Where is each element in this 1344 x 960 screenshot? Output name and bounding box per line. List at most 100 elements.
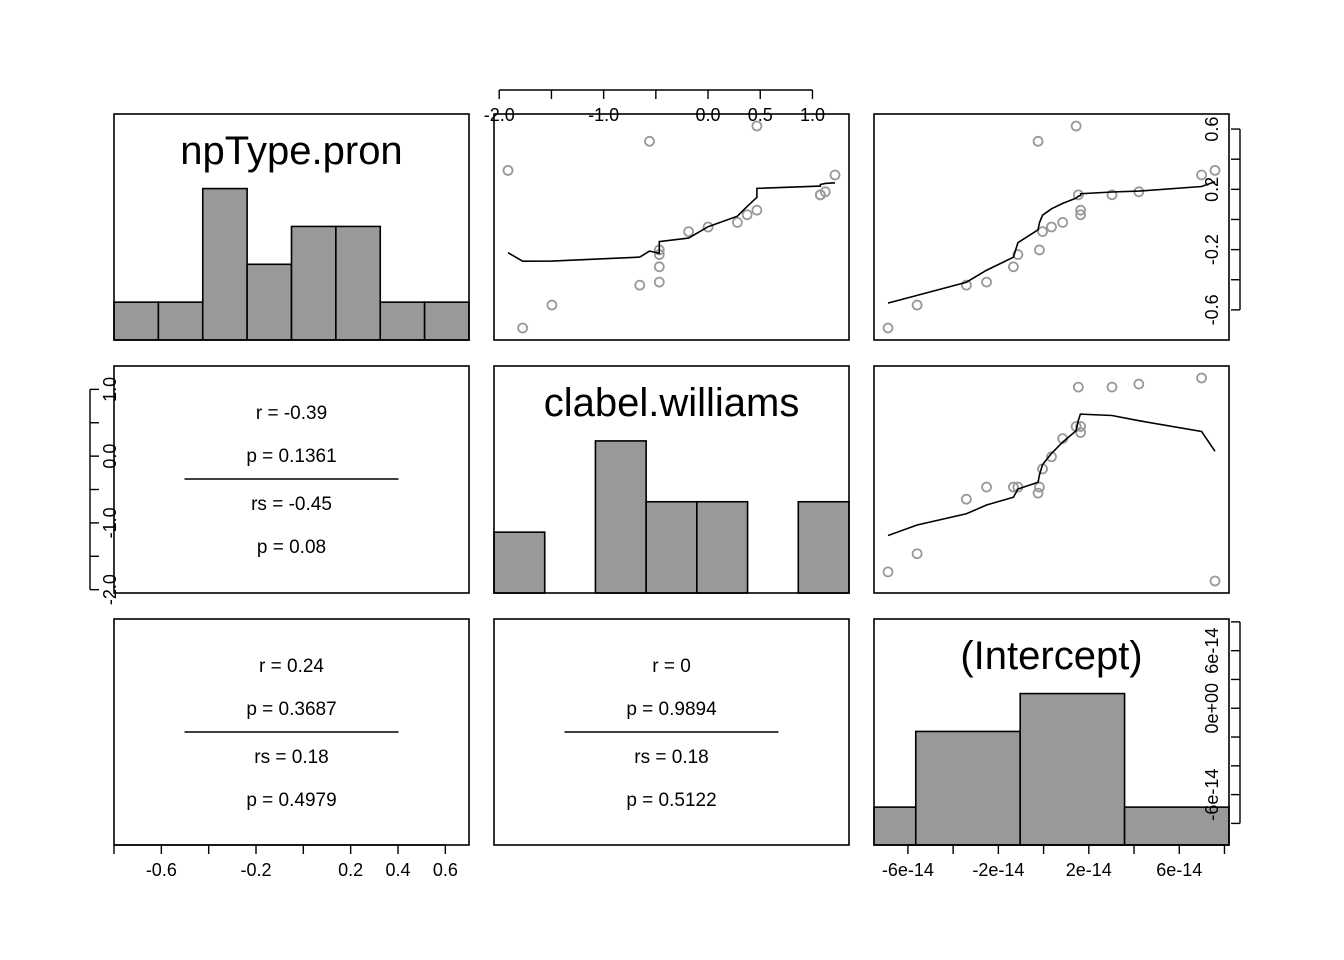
tick-label: 0.0: [696, 105, 721, 125]
diagonal-panel-0: npType.pron: [113, 113, 470, 341]
scatter-point: [1196, 372, 1207, 384]
correlation-panel-2-0: r = 0.24 p = 0.3687 rs = 0.18 p = 0.4979: [113, 618, 470, 846]
scatter-point: [517, 322, 529, 334]
scatter-panel-1-2: [873, 365, 1230, 594]
scatter-point: [1075, 209, 1087, 221]
histogram-bar: [797, 500, 850, 594]
scatter-point: [960, 493, 972, 505]
histogram-bar: [246, 263, 293, 341]
tick-label: 0e+00: [1202, 683, 1222, 734]
scatter-point: [1196, 169, 1207, 181]
scatter-point: [1209, 575, 1221, 587]
histogram-bar: [157, 301, 204, 341]
tick-label: 0.2: [338, 860, 363, 880]
scatter-point: [1032, 487, 1044, 499]
scatter-point: [741, 209, 753, 221]
variable-name: clabel.williams: [544, 381, 800, 425]
tick-label: -1.0: [100, 507, 120, 538]
correlation-panel-2-1: r = 0 p = 0.9894 rs = 0.18 p = 0.5122: [493, 618, 850, 846]
smooth-line: [507, 182, 836, 262]
histogram-bar: [290, 225, 337, 341]
panel-frame: [493, 618, 850, 846]
tick-label: -0.6: [1202, 294, 1222, 325]
scatter-point: [683, 226, 694, 237]
scatter-point: [960, 279, 972, 291]
tick-label: 0.5: [748, 105, 773, 125]
correlation-rs-label: rs = 0.18: [634, 747, 708, 768]
tick-label: -0.2: [240, 860, 271, 880]
correlation-ps-label: p = 0.5122: [626, 790, 716, 811]
scatter-point: [751, 204, 763, 216]
scatter-panel-0-2: [873, 113, 1230, 341]
correlation-r-label: r = 0.24: [259, 656, 324, 677]
scatter-point: [1106, 189, 1118, 201]
histogram-bar: [493, 531, 546, 594]
scatter-point: [1046, 221, 1057, 233]
scatter-point: [731, 217, 743, 228]
histogram-bar: [594, 440, 647, 594]
scatter-point: [546, 299, 558, 311]
scatter-point: [1072, 189, 1084, 201]
scatter-point: [1034, 481, 1045, 493]
scatter-point: [1034, 244, 1045, 256]
correlation-p-label: p = 0.3687: [246, 699, 336, 720]
diagonal-panel-1: clabel.williams: [493, 365, 850, 594]
scatter-point: [911, 548, 923, 560]
correlation-ps-label: p = 0.4979: [246, 790, 336, 811]
y-axis-intercept: 6e-14 0e+00 -6e-14: [1202, 621, 1241, 825]
scatter-point: [1075, 204, 1087, 216]
histogram-bar: [873, 806, 917, 846]
panel-frame: [493, 113, 850, 341]
scatter-point: [1075, 421, 1087, 432]
tick-label: 0.4: [385, 860, 410, 880]
scatter-point: [911, 299, 923, 311]
scatter-point: [751, 120, 763, 132]
panel-frame: [493, 365, 850, 594]
histogram-bar: [696, 500, 749, 594]
x-axis-npType-pron: -0.6 -0.2 0.2 0.4 0.6: [113, 844, 458, 880]
tick-label: -2e-14: [972, 860, 1024, 880]
scatter-point: [829, 169, 841, 181]
correlation-r-label: r = 0: [652, 656, 691, 677]
correlation-rs-label: rs = 0.18: [254, 747, 328, 768]
correlation-p-label: p = 0.9894: [626, 699, 717, 720]
tick-label: 2e-14: [1066, 860, 1112, 880]
scatter-point: [1209, 164, 1221, 176]
x-axis-clabel-williams: -2.0 -1.0 0.0 0.5 1.0: [484, 89, 825, 125]
tick-label: -2.0: [484, 105, 515, 125]
correlation-rs-label: rs = -0.45: [251, 494, 332, 515]
histogram-bar: [645, 500, 698, 594]
tick-label: -0.2: [1202, 234, 1222, 265]
scatter-point: [653, 276, 665, 288]
tick-label: 6e-14: [1202, 628, 1222, 674]
panel-frame: [113, 365, 470, 594]
tick-label: -1.0: [588, 105, 619, 125]
histogram-bar: [379, 301, 426, 341]
panel-frame: [873, 365, 1230, 594]
diagonal-panel-2: (Intercept): [873, 618, 1230, 846]
scatter-point: [502, 164, 514, 176]
scatter-point: [702, 221, 714, 233]
tick-label: -2.0: [100, 574, 120, 605]
scatter-point: [1032, 135, 1044, 147]
scatter-point: [981, 481, 992, 493]
scatter-point: [819, 186, 831, 198]
correlation-p-label: p = 0.1361: [246, 446, 336, 467]
tick-label: 1.0: [100, 377, 120, 402]
tick-label: 0.6: [1202, 117, 1222, 142]
scatter-point: [653, 261, 665, 273]
panel-frame: [113, 113, 470, 341]
histogram-bar: [113, 301, 160, 341]
smooth-line: [887, 413, 1216, 537]
histogram-bar: [201, 187, 248, 341]
tick-label: 0.2: [1202, 177, 1222, 202]
histogram-bar: [423, 301, 470, 341]
variable-name: npType.pron: [180, 129, 402, 173]
scatter-point: [644, 135, 655, 147]
tick-label: -6e-14: [1202, 769, 1222, 821]
x-axis-intercept: -6e-14 -2e-14 2e-14 6e-14: [882, 844, 1226, 880]
correlation-panel-1-0: r = -0.39 p = 0.1361 rs = -0.45 p = 0.08: [113, 365, 470, 594]
scatter-point: [882, 322, 894, 334]
y-axis-clabel-williams: 1.0 0.0 -1.0 -2.0: [89, 377, 120, 605]
